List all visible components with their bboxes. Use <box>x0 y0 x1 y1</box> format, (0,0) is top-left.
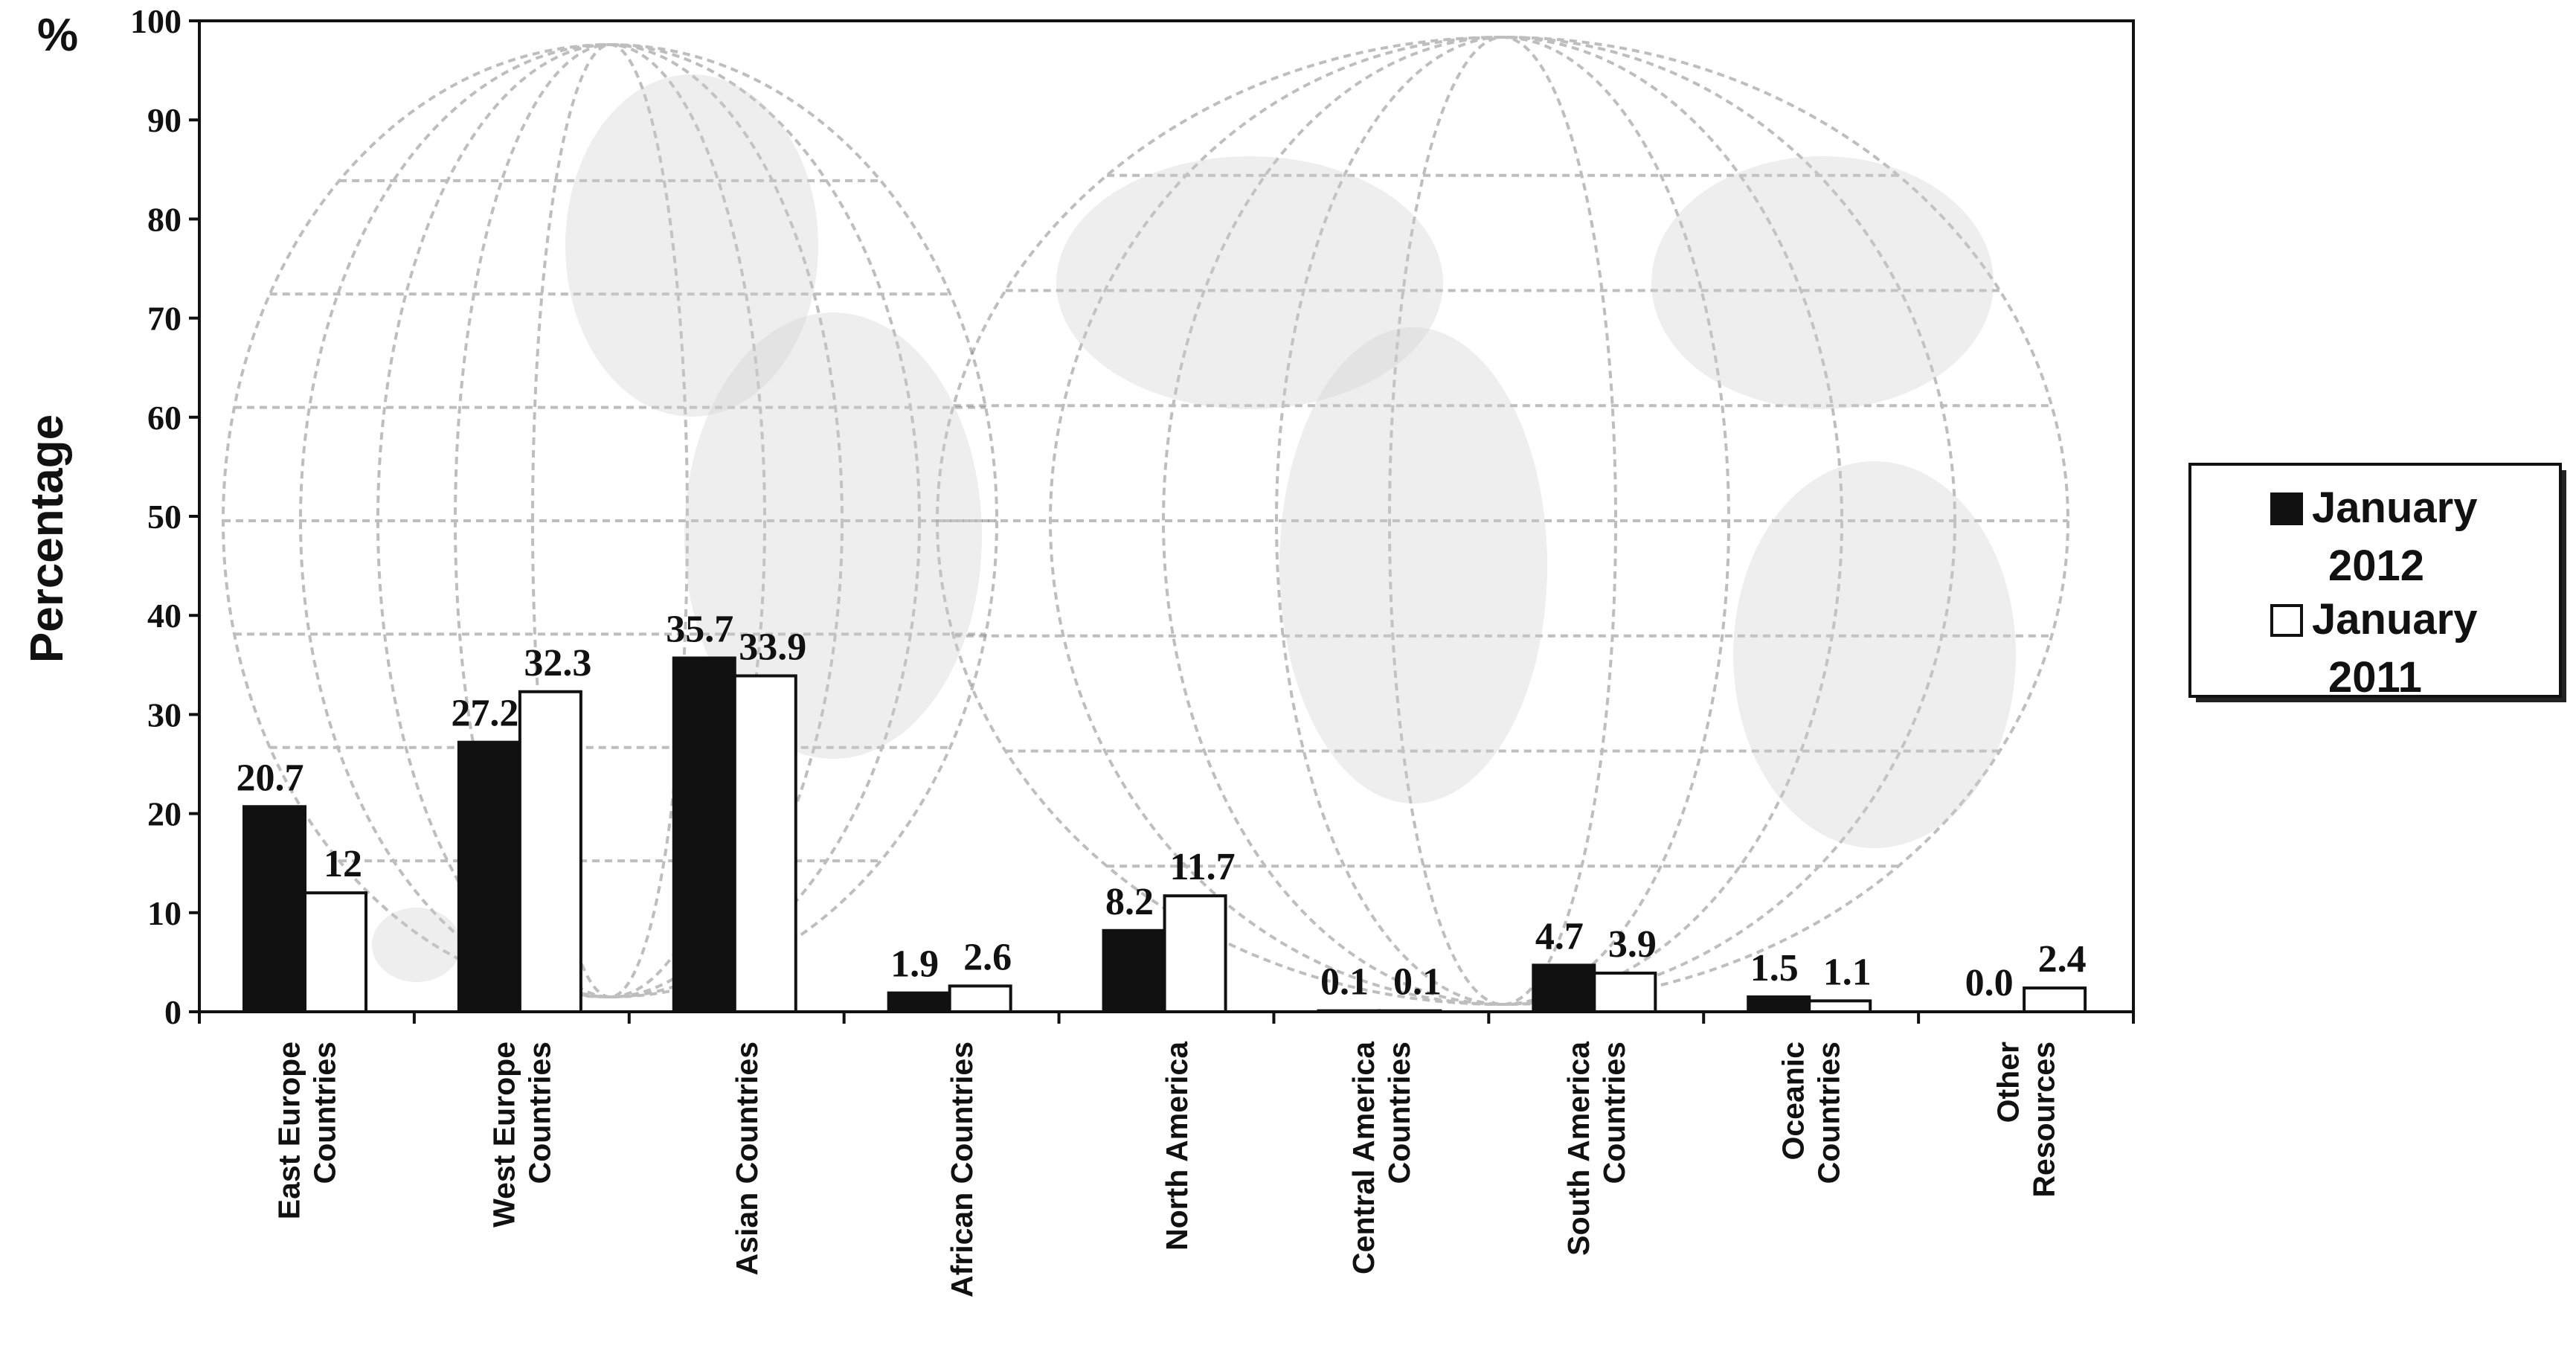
bar-series2 <box>1163 894 1227 1013</box>
bar-series1 <box>672 656 736 1013</box>
x-category-label-line: Countries <box>1597 1042 1631 1184</box>
world-map-background <box>222 36 2069 1006</box>
legend-box <box>2188 463 2562 698</box>
bar-series1 <box>242 805 306 1013</box>
bar-series1 <box>887 991 951 1014</box>
x-category-label: African Countries <box>945 1042 979 1297</box>
x-category-label-line: Other <box>1991 1042 2026 1123</box>
x-category-label-line: Oceanic <box>1776 1042 1811 1161</box>
bar-series2 <box>948 984 1012 1014</box>
legend-label: January <box>2312 484 2477 532</box>
bar-series1 <box>457 740 521 1013</box>
x-category-label: Central America Countries <box>1346 1041 1416 1274</box>
bar-series1 <box>1532 963 1596 1013</box>
bar-series2 <box>2023 986 2087 1013</box>
y-tick-label: 50 <box>147 498 182 536</box>
data-label: 27.2 <box>451 693 518 735</box>
legend-label: 2012 <box>2328 542 2424 590</box>
legend-swatch <box>2270 492 2303 525</box>
data-label: 4.7 <box>1535 915 1584 957</box>
data-label: 33.9 <box>739 626 806 668</box>
x-category-label-line: South America <box>1561 1041 1596 1256</box>
x-category-label-line: African Countries <box>945 1042 979 1297</box>
bar-series2 <box>1593 972 1657 1014</box>
bar-series2 <box>518 690 582 1013</box>
data-label: 0.0 <box>1965 962 2014 1004</box>
x-category-label: Asian Countries <box>730 1042 764 1275</box>
y-tick-label: 10 <box>147 894 182 932</box>
y-tick-label: 90 <box>147 101 182 139</box>
globe-meridian <box>531 43 689 998</box>
x-category-label: South America Countries <box>1561 1041 1631 1256</box>
data-label: 1.5 <box>1750 947 1799 989</box>
continent-shape <box>1279 327 1547 803</box>
bar-series2 <box>733 674 797 1014</box>
x-category-label-line: Resources <box>2027 1042 2061 1198</box>
data-label: 0.1 <box>1393 961 1442 1004</box>
x-category-label-line: Central America <box>1346 1041 1381 1274</box>
bar-series1 <box>1317 1009 1381 1013</box>
y-unit-label: % <box>37 10 78 61</box>
globe-left <box>222 43 998 998</box>
bar-series1 <box>1102 928 1166 1013</box>
x-category-label-line: Countries <box>522 1042 556 1184</box>
plot-area <box>189 19 2135 1024</box>
y-tick-label: 30 <box>147 696 182 734</box>
x-category-label: East Europe Countries <box>272 1042 341 1219</box>
y-tick-label: 100 <box>130 2 182 40</box>
y-tick-label: 60 <box>147 399 182 437</box>
continent-shape <box>565 74 818 417</box>
bar-series2 <box>1378 1009 1442 1013</box>
data-label: 0.1 <box>1320 961 1369 1004</box>
globe-right <box>936 36 2069 1006</box>
data-label: 2.4 <box>2038 938 2087 981</box>
bar-series2 <box>303 891 367 1014</box>
data-label: 20.7 <box>237 757 304 799</box>
data-label: 11.7 <box>1169 846 1235 888</box>
x-category-label: Oceanic Countries <box>1776 1042 1846 1184</box>
y-tick-label: 80 <box>147 200 182 238</box>
bar-series2 <box>1808 999 1872 1014</box>
data-label: 3.9 <box>1608 923 1657 966</box>
x-category-label-line: West Europe <box>486 1042 521 1228</box>
x-category-label-line: East Europe <box>272 1042 306 1219</box>
continent-shape <box>1733 461 2016 848</box>
y-axis-title: Percentage <box>22 414 73 663</box>
x-category-label: Other Resources <box>1991 1042 2061 1198</box>
x-category-label-line: Asian Countries <box>730 1042 764 1275</box>
data-label: 8.2 <box>1105 881 1154 923</box>
bar-series1 <box>1747 995 1811 1014</box>
continent-shape <box>372 908 461 982</box>
continent-shape <box>684 312 982 759</box>
x-category-label: West Europe Countries <box>486 1042 556 1228</box>
y-tick-label: 20 <box>147 795 182 833</box>
y-tick-label: 40 <box>147 597 182 635</box>
continent-shape <box>1056 156 1443 409</box>
x-category-label-line: Countries <box>1812 1042 1846 1184</box>
chart-labels: 0 10 20 30 40 50 60 70 80 90 100% Percentage 20.7 12 E… <box>22 2 2087 1297</box>
legend-swatch <box>2270 604 2303 637</box>
continent-shape <box>1651 156 1994 409</box>
legend-label: 2011 <box>2328 653 2422 702</box>
y-tick-label: 70 <box>147 300 182 338</box>
data-label: 1.1 <box>1823 951 1872 993</box>
data-label: 1.9 <box>890 943 939 986</box>
legend: January 2012 January 2011 <box>2188 463 2566 702</box>
x-category-label-line: North America <box>1160 1041 1194 1251</box>
x-category-label-line: Countries <box>1382 1042 1416 1184</box>
legend-label: January <box>2312 595 2477 644</box>
data-label: 32.3 <box>524 642 591 684</box>
data-label: 12 <box>324 843 362 885</box>
x-category-label: North America <box>1160 1041 1194 1251</box>
x-category-label-line: Countries <box>307 1042 341 1184</box>
data-label: 35.7 <box>666 608 733 650</box>
data-label: 2.6 <box>963 936 1012 978</box>
y-tick-label: 0 <box>164 993 182 1031</box>
